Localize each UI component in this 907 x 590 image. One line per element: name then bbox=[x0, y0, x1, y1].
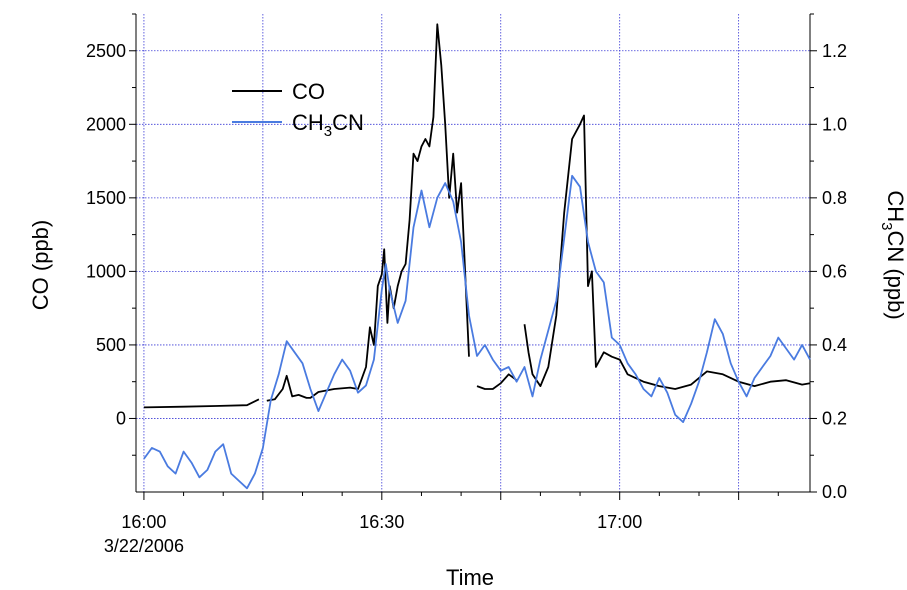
right-tick-label: 0.6 bbox=[822, 261, 847, 281]
left-axis-title: CO (ppb) bbox=[28, 220, 53, 310]
x-tick-label: 17:00 bbox=[597, 512, 642, 532]
x-tick-label: 16:30 bbox=[359, 512, 404, 532]
legend-label-ch3cn-main: CH bbox=[292, 110, 324, 135]
grid bbox=[136, 14, 810, 492]
right-tick-label: 0.2 bbox=[822, 408, 847, 428]
legend-label-ch3cn-sub: 3 bbox=[324, 123, 332, 140]
right-axis-title-sub: 3 bbox=[878, 222, 895, 230]
right-axis-title-main: CH bbox=[883, 190, 907, 222]
right-axis-title: CH3CN (ppb) bbox=[878, 190, 907, 319]
series-layer bbox=[143, 23, 811, 490]
legend: CO CH3CN bbox=[232, 79, 364, 140]
left-tick-label: 500 bbox=[96, 335, 126, 355]
right-tick-label: 0.0 bbox=[822, 482, 847, 502]
x-axis-title: Time bbox=[446, 565, 494, 590]
right-axis-title-rest: CN (ppb) bbox=[883, 230, 907, 319]
right-tick-label: 1.0 bbox=[822, 114, 847, 134]
right-tick-label: 0.4 bbox=[822, 335, 847, 355]
x-tick-sublabel: 3/22/2006 bbox=[104, 536, 184, 556]
legend-label-ch3cn-rest: CN bbox=[332, 110, 364, 135]
left-tick-label: 2500 bbox=[86, 41, 126, 61]
left-tick-label: 1000 bbox=[86, 261, 126, 281]
left-tick-label: 2000 bbox=[86, 114, 126, 134]
x-tick-label: 16:00 bbox=[121, 512, 166, 532]
legend-label-co: CO bbox=[292, 79, 325, 104]
legend-label-ch3cn: CH3CN bbox=[292, 110, 364, 140]
left-tick-label: 1500 bbox=[86, 188, 126, 208]
right-tick-label: 1.2 bbox=[822, 41, 847, 61]
left-tick-label: 0 bbox=[116, 408, 126, 428]
right-tick-label: 0.8 bbox=[822, 188, 847, 208]
axes: 0 500 1000 1500 2000 2500 0.0 0.2 0.4 0.6 0.8 1.0 1.… bbox=[86, 13, 847, 556]
series-line-ch3cn bbox=[143, 174, 811, 490]
